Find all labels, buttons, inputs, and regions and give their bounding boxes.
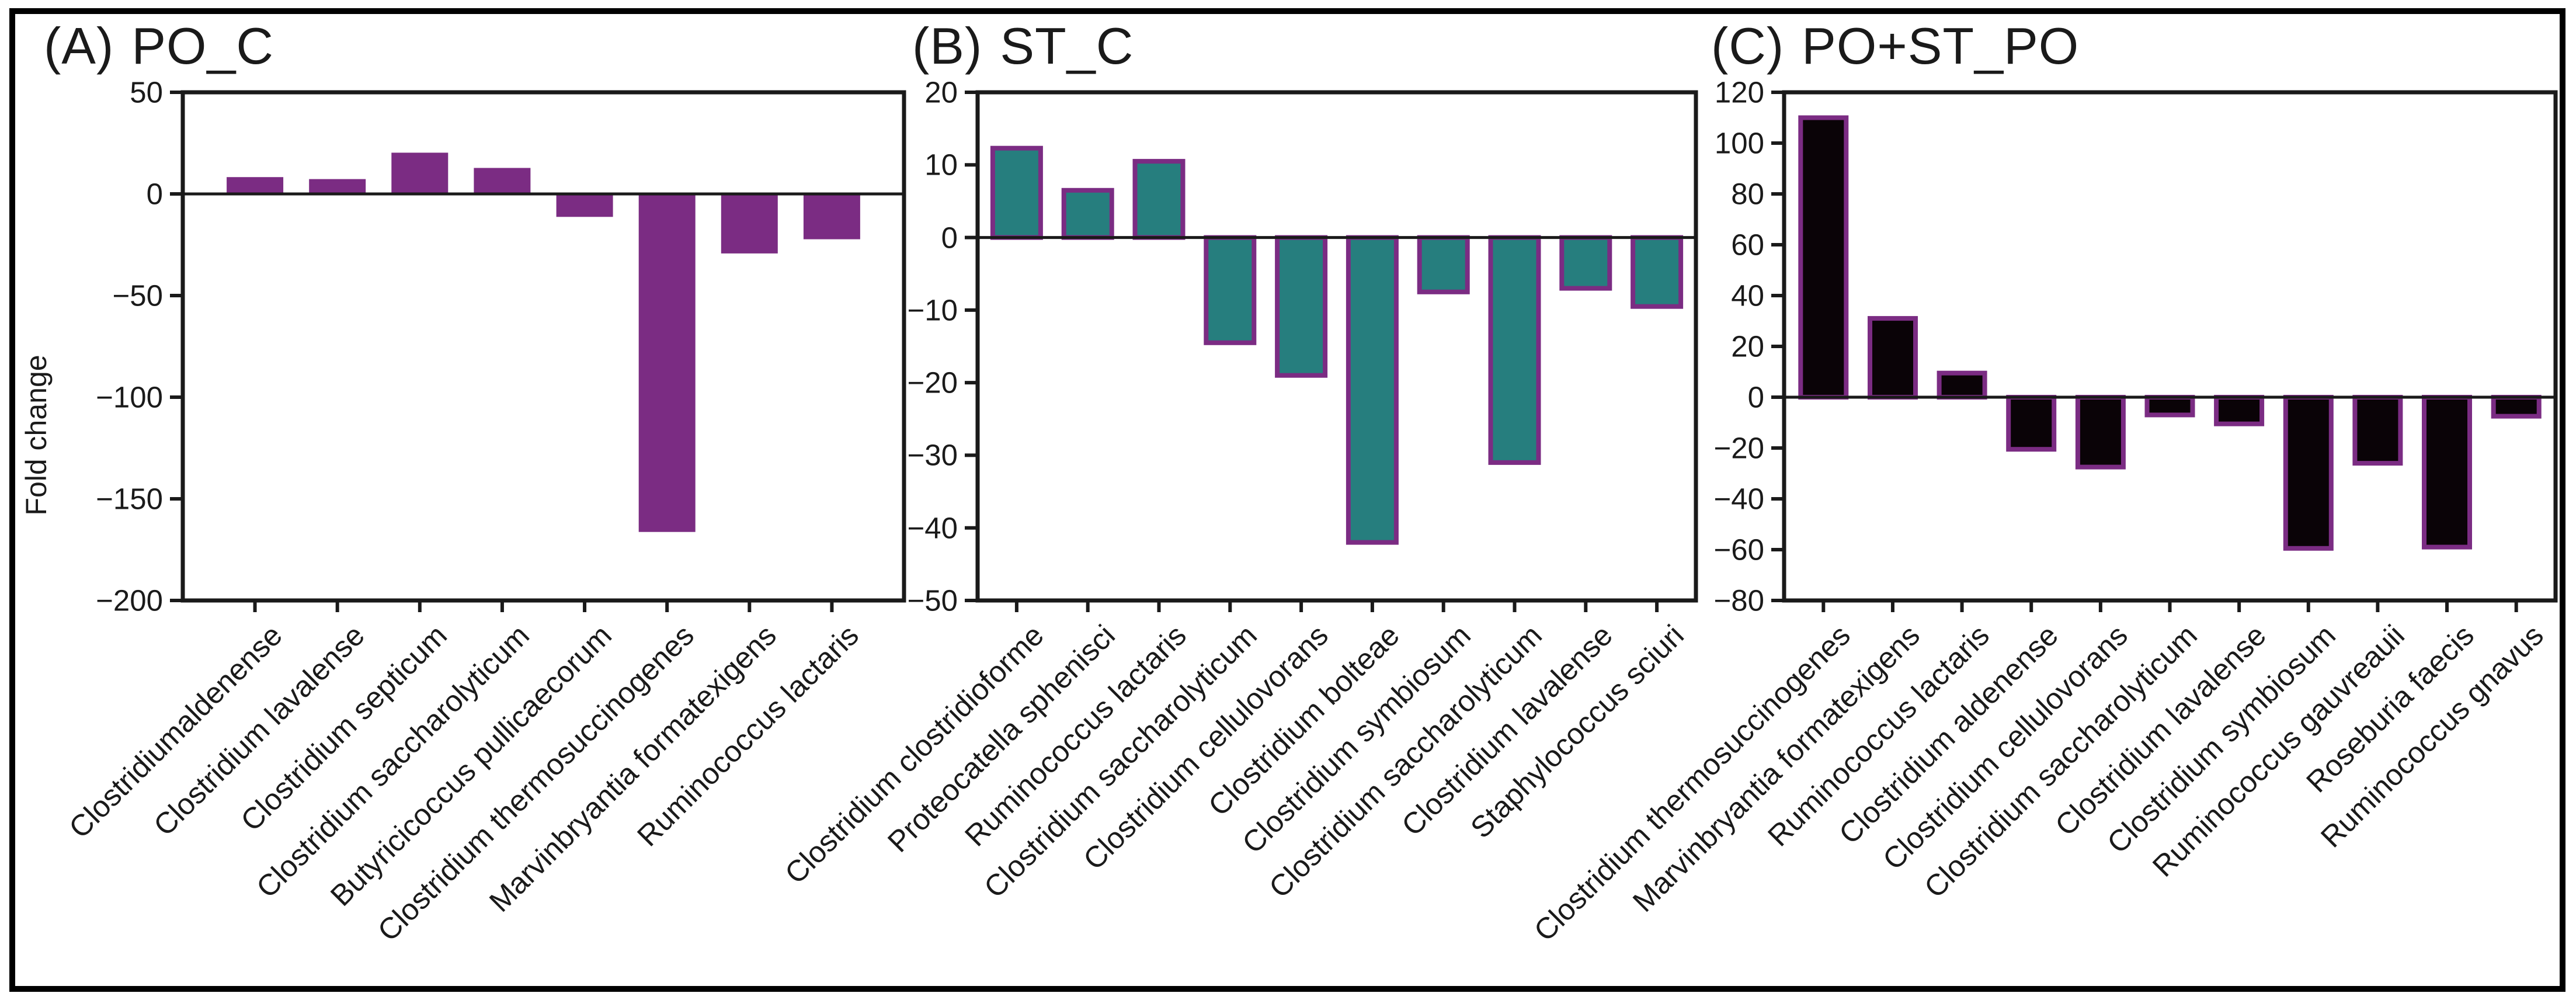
bar-6 bbox=[721, 193, 778, 254]
bar-10 bbox=[2491, 395, 2542, 419]
y-tick-label: 0 bbox=[146, 177, 163, 211]
panel-condition-title: PO+ST_PO bbox=[1802, 17, 2080, 75]
y-tick-label: 120 bbox=[1714, 75, 1764, 109]
bar-5 bbox=[638, 193, 696, 532]
panel-letter: (A) bbox=[44, 17, 114, 75]
bar-4 bbox=[2075, 395, 2126, 470]
y-tick-label: −20 bbox=[907, 366, 958, 400]
bar-0 bbox=[227, 177, 284, 195]
y-tick-label: −150 bbox=[96, 482, 163, 516]
panel-title: (C) PO+ST_PO bbox=[1711, 16, 2079, 76]
y-tick-label: −200 bbox=[96, 584, 163, 617]
y-tick-label: −80 bbox=[1713, 584, 1764, 617]
axes-frame bbox=[975, 90, 1698, 603]
bar-7 bbox=[2283, 395, 2334, 551]
panel-condition-title: ST_C bbox=[1000, 17, 1134, 75]
y-tick-label: −40 bbox=[907, 511, 958, 545]
bar-6 bbox=[2214, 395, 2265, 426]
y-tick-label: 100 bbox=[1714, 126, 1764, 160]
bar-5 bbox=[1346, 235, 1399, 545]
panel-title: (A) PO_C bbox=[44, 16, 274, 76]
y-tick-label: 40 bbox=[1731, 279, 1764, 312]
bar-0 bbox=[1798, 115, 1849, 400]
y-tick-label: −60 bbox=[1713, 533, 1764, 567]
bar-1 bbox=[309, 179, 366, 195]
y-tick-label: 0 bbox=[1747, 380, 1764, 414]
bar-2 bbox=[1132, 159, 1186, 240]
bar-1 bbox=[1868, 316, 1918, 400]
axes-frame bbox=[180, 90, 906, 603]
y-tick-label: 0 bbox=[941, 221, 958, 255]
bar-4 bbox=[1275, 235, 1328, 378]
bar-5 bbox=[2144, 395, 2195, 418]
y-tick-label: −40 bbox=[1713, 482, 1764, 516]
bar-3 bbox=[2006, 395, 2057, 452]
bar-7 bbox=[803, 193, 860, 239]
bar-9 bbox=[1631, 235, 1684, 309]
panel-letter: (C) bbox=[1711, 17, 1785, 75]
bar-4 bbox=[556, 193, 613, 217]
panel-title: (B) ST_C bbox=[912, 16, 1134, 76]
y-tick-label: −50 bbox=[907, 584, 958, 617]
bar-8 bbox=[2352, 395, 2403, 466]
y-tick-label: −30 bbox=[907, 438, 958, 472]
y-tick-label: 60 bbox=[1731, 228, 1764, 262]
panel-letter: (B) bbox=[912, 17, 983, 75]
bar-8 bbox=[1559, 235, 1612, 291]
bar-2 bbox=[1937, 370, 1987, 400]
y-tick-label: 20 bbox=[1731, 329, 1764, 363]
y-tick-label: 20 bbox=[924, 75, 958, 109]
y-tick-label: −50 bbox=[112, 279, 163, 312]
y-tick-label: −10 bbox=[907, 293, 958, 327]
panel-condition-title: PO_C bbox=[131, 17, 274, 75]
y-tick-label: 10 bbox=[924, 148, 958, 182]
bar-9 bbox=[2422, 395, 2472, 550]
y-tick-label: −20 bbox=[1713, 431, 1764, 465]
bar-7 bbox=[1488, 235, 1541, 465]
y-tick-label: 80 bbox=[1731, 177, 1764, 211]
y-tick-label: 50 bbox=[130, 75, 163, 109]
y-tick-label: −100 bbox=[96, 380, 163, 414]
